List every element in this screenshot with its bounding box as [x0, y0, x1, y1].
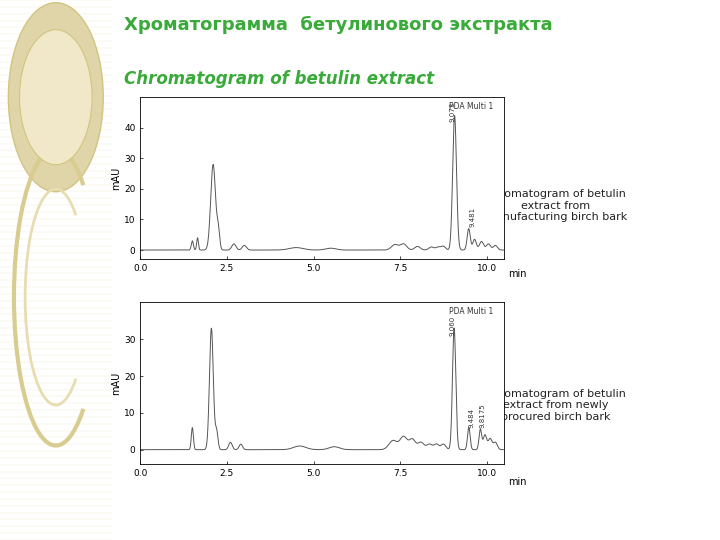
Y-axis label: mAU: mAU [112, 372, 121, 395]
Text: 9.060: 9.060 [449, 315, 456, 335]
Text: Chromatogram of betulin
extract from newly
procured birch bark: Chromatogram of betulin extract from new… [485, 389, 626, 422]
Text: 9.481: 9.481 [470, 207, 476, 227]
Text: min: min [508, 477, 526, 488]
Text: PDA Multi 1: PDA Multi 1 [449, 307, 493, 316]
Ellipse shape [19, 30, 92, 165]
Text: Chromatogram of betulin
extract from
manufacturing birch bark: Chromatogram of betulin extract from man… [485, 189, 627, 222]
Text: 9.8175: 9.8175 [480, 403, 485, 428]
Text: 9.484: 9.484 [468, 408, 474, 428]
Text: Хроматограмма  бетулинового экстракта: Хроматограмма бетулинового экстракта [124, 16, 552, 35]
Y-axis label: mAU: mAU [112, 166, 121, 190]
Text: 9.073: 9.073 [450, 102, 456, 122]
Text: min: min [508, 269, 526, 279]
Text: Chromatogram of betulin extract: Chromatogram of betulin extract [124, 70, 434, 88]
Ellipse shape [9, 3, 103, 192]
Text: PDA Multi 1: PDA Multi 1 [449, 102, 493, 111]
